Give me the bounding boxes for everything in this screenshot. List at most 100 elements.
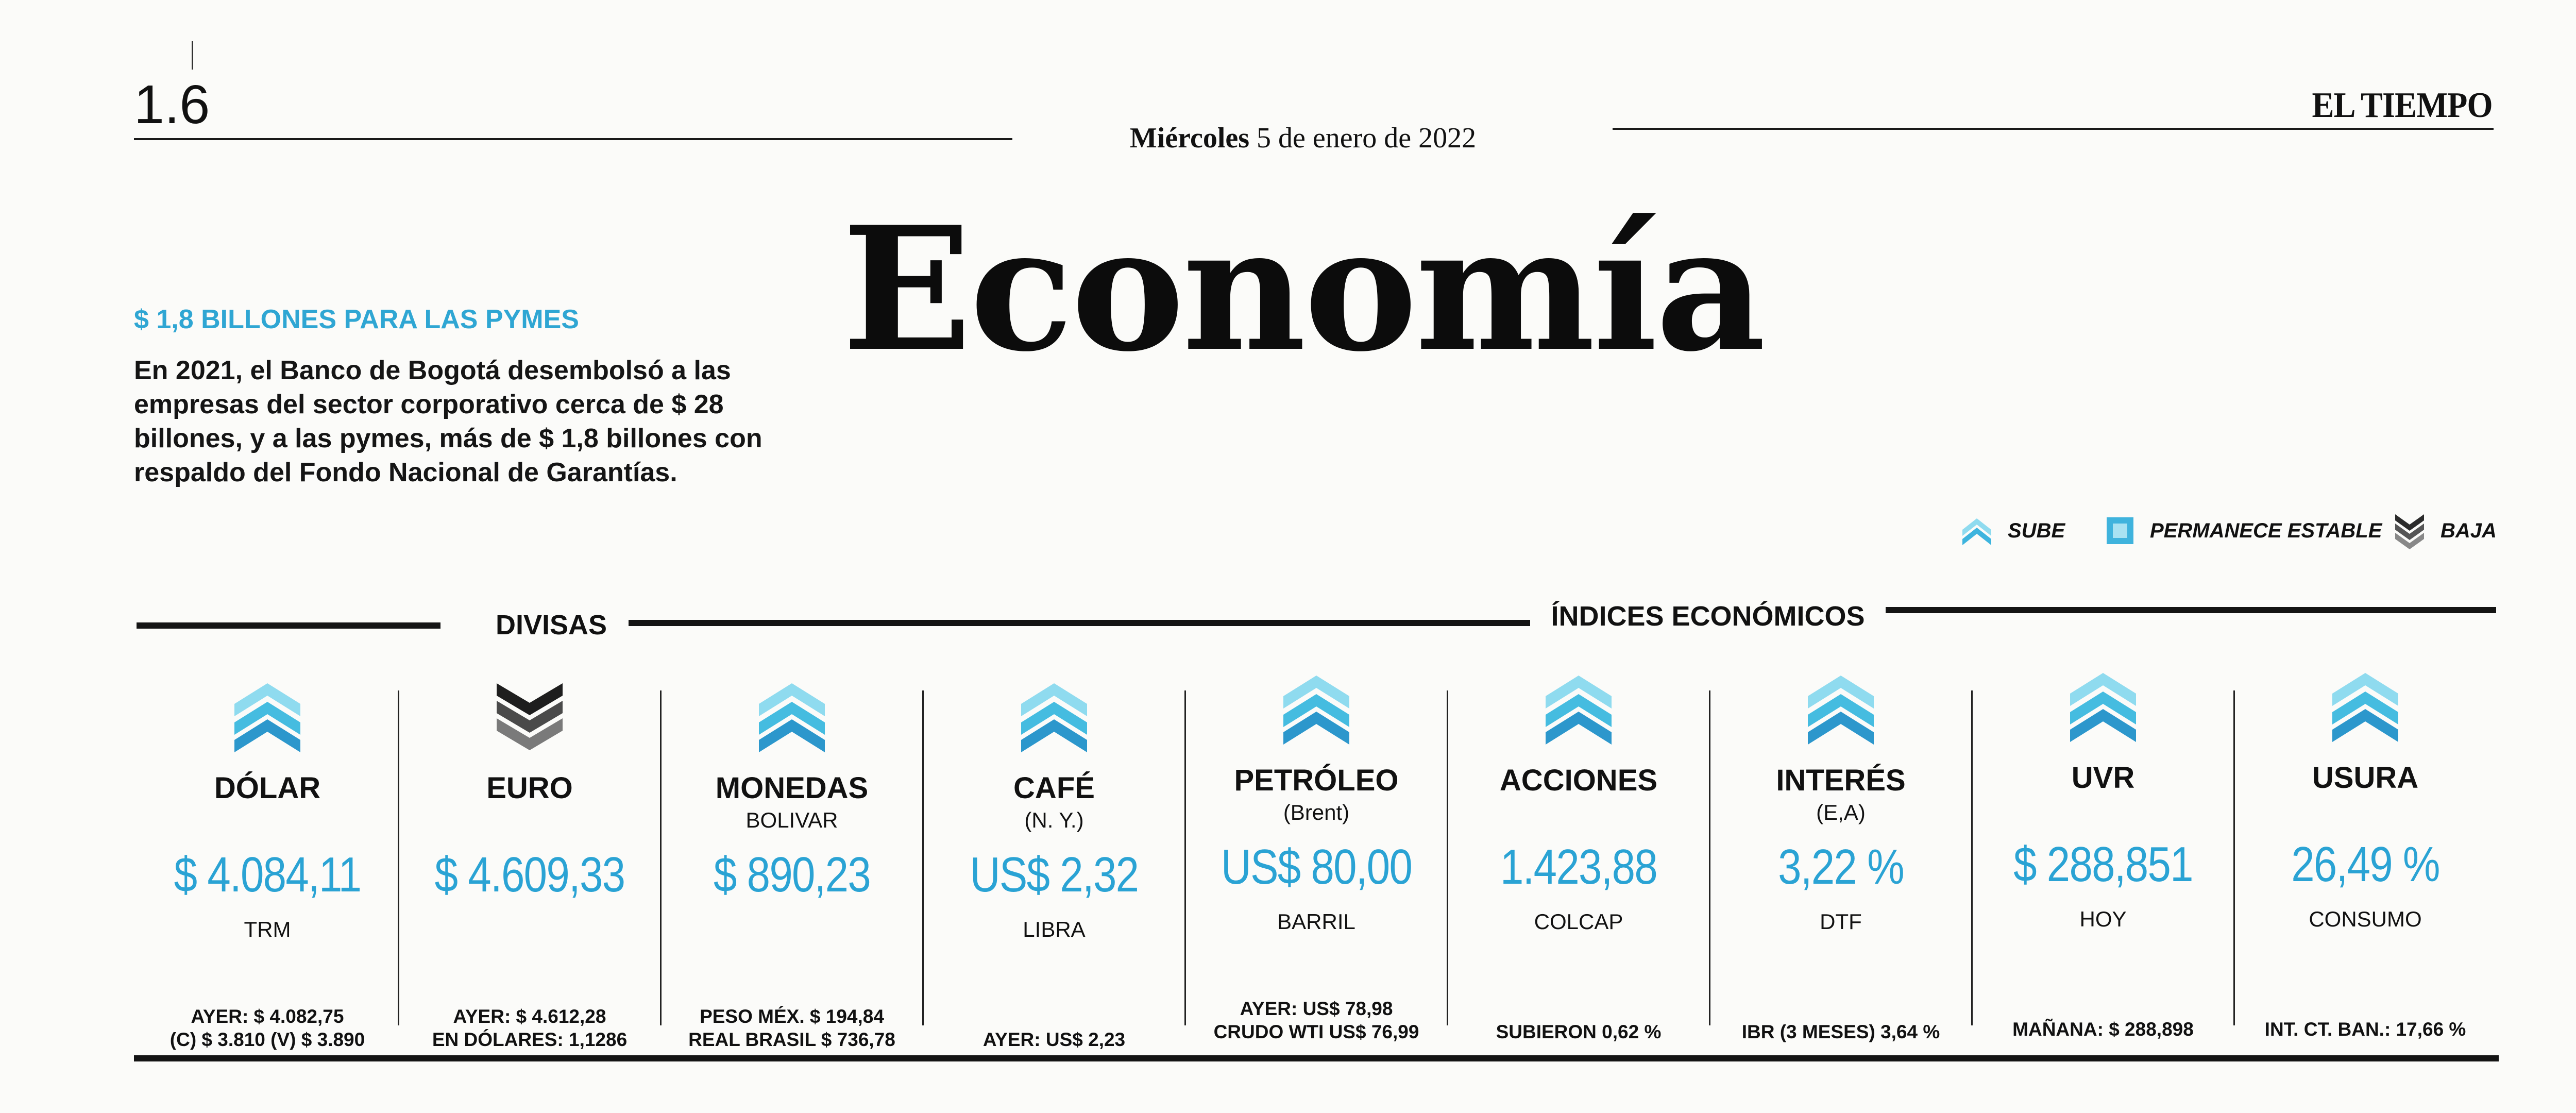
column-divider — [2233, 690, 2235, 1025]
indicator-footnote-line2: (C) $ 3.810 (V) $ 3.890 — [170, 1028, 365, 1050]
chevron-up-icon — [1962, 518, 1991, 545]
column-divider — [1447, 690, 1448, 1025]
legend-stable-label: PERMANECE ESTABLE — [2150, 519, 2382, 542]
legend-down-label: BAJA — [2441, 519, 2497, 542]
indicator-unit: CONSUMO — [2309, 907, 2422, 931]
lead-body: En 2021, el Banco de Bogotá desembolsó a… — [134, 356, 762, 488]
indicator-value: $ 4.084,11 — [174, 847, 362, 902]
indicator-footnote-line2: AYER: US$ 2,23 — [982, 1028, 1126, 1050]
indicator-footnote-line2: MAÑANA: $ 288,898 — [2012, 1018, 2194, 1040]
band-rule — [1886, 607, 2496, 613]
indicator-unit: DTF — [1820, 909, 1862, 934]
indicator-column: CAFÉ (N. Y.) US$ 2,32 LIBRA AYER: US$ 2,23 — [923, 680, 1185, 1051]
indicator-column: USURA 26,49 % CONSUMO INT. CT. BAN.: 17,66 … — [2234, 670, 2496, 1041]
chevron-up-icon — [234, 683, 300, 752]
indicator-unit: HOY — [2079, 907, 2127, 931]
chevron-up-icon — [2332, 673, 2398, 742]
indicator-value: $ 288,851 — [2013, 837, 2193, 892]
chevron-up-icon — [759, 683, 825, 752]
indicator-footnote-line1: PESO MÉX. $ 194,84 — [700, 1005, 884, 1027]
indicator-subtitle: (E,A) — [1816, 800, 1866, 824]
chevron-down-icon — [2395, 514, 2424, 549]
indicator-subtitle: (Brent) — [1283, 800, 1350, 824]
legend-up: SUBE — [1960, 508, 2065, 554]
newspaper-brand: EL TIEMPO — [2312, 86, 2493, 125]
indicator-footnote-line1: AYER: US$ 78,98 — [1240, 998, 1393, 1019]
chevron-up-icon — [1283, 676, 1349, 745]
indicator-value: US$ 2,32 — [970, 847, 1139, 902]
indicator-column: UVR $ 288,851 HOY MAÑANA: $ 288,898 — [1972, 670, 2234, 1041]
column-divider — [660, 690, 662, 1025]
indicator-column: EURO $ 4.609,33 AYER: $ 4.612,28 EN DÓLARES… — [399, 680, 660, 1051]
indicator-footnote: AYER: US$ 78,98 CRUDO WTI US$ 76,99 — [1185, 997, 1447, 1043]
indicator-footnote-line2: IBR (3 MESES) 3,64 % — [1741, 1021, 1940, 1042]
legend-up-label: SUBE — [2008, 519, 2065, 542]
legend-stable: PERMANECE ESTABLE — [2105, 508, 2382, 554]
section-title: Economía — [842, 189, 1766, 389]
indicator-value: 26,49 % — [2291, 837, 2440, 892]
page-number: 1.6 — [134, 74, 210, 135]
band-rule — [629, 620, 1530, 626]
indicator-footnote-line2: EN DÓLARES: 1,1286 — [432, 1028, 628, 1050]
margin-mark — [192, 41, 193, 70]
indicator-name: EURO — [486, 771, 573, 805]
indicator-name: CAFÉ — [1013, 771, 1095, 805]
indicator-unit: COLCAP — [1534, 909, 1623, 934]
column-divider — [398, 690, 399, 1025]
band-rule — [137, 622, 440, 629]
indicator-name: INTERÉS — [1776, 764, 1906, 797]
indicator-name: DÓLAR — [214, 771, 321, 805]
legend-down: BAJA — [2393, 508, 2497, 554]
indicator-value: 1.423,88 — [1500, 839, 1658, 895]
indicator-footnote-line2: SUBIERON 0,62 % — [1496, 1021, 1662, 1042]
lead-kicker: $ 1,8 BILLONES PARA LAS PYMES — [134, 305, 579, 334]
chevron-up-icon — [1021, 683, 1087, 752]
band-label-indices: ÍNDICES ECONÓMICOS — [1551, 601, 1865, 632]
indicator-footnote: SUBIERON 0,62 % — [1448, 1020, 1709, 1043]
chevron-up-icon — [1808, 676, 1874, 745]
date-rest: 5 de enero de 2022 — [1257, 122, 1477, 154]
date-weekday: Miércoles — [1129, 122, 1250, 154]
band-label-divisas: DIVISAS — [495, 610, 607, 640]
indicator-name: ACCIONES — [1499, 764, 1658, 797]
indicator-footnote-line2: REAL BRASIL $ 736,78 — [688, 1028, 895, 1050]
indicator-footnote-line2: INT. CT. BAN.: 17,66 % — [2264, 1018, 2466, 1040]
indicator-footnote: MAÑANA: $ 288,898 — [1972, 1018, 2234, 1041]
indicator-footnote: AYER: US$ 2,23 — [923, 1028, 1185, 1051]
indicator-value: $ 890,23 — [713, 847, 871, 902]
indicator-footnote: AYER: $ 4.082,75 (C) $ 3.810 (V) $ 3.890 — [137, 1005, 398, 1051]
chevron-up-icon — [2070, 673, 2136, 742]
chevron-up-icon — [1546, 676, 1612, 745]
indicator-unit: LIBRA — [1023, 917, 1086, 941]
indicator-column: DÓLAR $ 4.084,11 TRM AYER: $ 4.082,75 (C) $ … — [137, 680, 398, 1051]
chevron-down-icon — [497, 683, 563, 750]
indicator-value: US$ 80,00 — [1221, 839, 1413, 895]
indicator-column: MONEDAS BOLIVAR $ 890,23 PESO MÉX. $ 194,84… — [661, 680, 923, 1051]
indicator-footnote: PESO MÉX. $ 194,84 REAL BRASIL $ 736,78 — [661, 1005, 923, 1051]
indicator-name: MONEDAS — [715, 771, 869, 805]
header-rule-left — [134, 138, 1012, 140]
indicator-footnote: INT. CT. BAN.: 17,66 % — [2234, 1018, 2496, 1041]
indicator-footnote-line2: CRUDO WTI US$ 76,99 — [1213, 1021, 1419, 1042]
indicator-value: 3,22 % — [1778, 839, 1905, 895]
indicator-footnote-line1: AYER: $ 4.082,75 — [191, 1005, 344, 1027]
issue-date: Miércoles 5 de enero de 2022 — [0, 122, 2576, 155]
bottom-rule — [134, 1055, 2499, 1061]
header-rule-right — [1613, 128, 2494, 130]
indicator-footnote-line1: AYER: $ 4.612,28 — [453, 1005, 606, 1027]
indicator-subtitle: (N. Y.) — [1024, 808, 1084, 832]
indicator-name: USURA — [2312, 761, 2419, 795]
indicator-column: PETRÓLEO (Brent) US$ 80,00 BARRIL AYER: US$ … — [1185, 672, 1447, 1043]
indicator-value: $ 4.609,33 — [434, 847, 625, 902]
column-divider — [1709, 690, 1710, 1025]
indicator-column: ACCIONES 1.423,88 COLCAP SUBIERON 0,62 % — [1448, 672, 1709, 1043]
indicator-unit: TRM — [244, 917, 291, 941]
indicator-subtitle: BOLIVAR — [745, 808, 838, 832]
indicator-unit: BARRIL — [1277, 909, 1355, 934]
column-divider — [1971, 690, 1973, 1025]
indicator-footnote: AYER: $ 4.612,28 EN DÓLARES: 1,1286 — [399, 1005, 660, 1051]
indicator-column: INTERÉS (E,A) 3,22 % DTF IBR (3 MESES) 3,64 … — [1710, 672, 1972, 1043]
indicator-footnote: IBR (3 MESES) 3,64 % — [1710, 1020, 1972, 1043]
column-divider — [922, 690, 924, 1025]
square-icon — [2107, 517, 2133, 544]
